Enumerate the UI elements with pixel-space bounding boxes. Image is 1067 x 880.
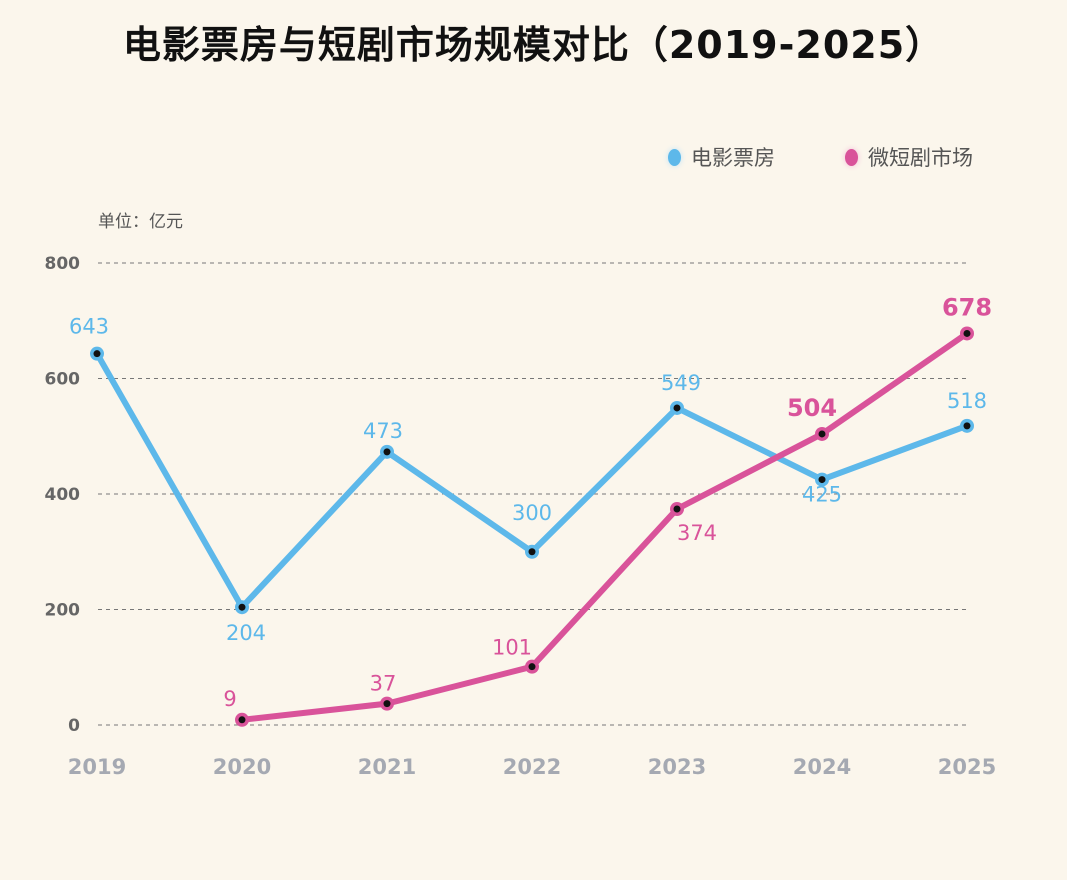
legend-item-shortdrama: 微短剧市场 xyxy=(845,142,973,172)
data-point xyxy=(818,430,826,438)
legend-marker-icon xyxy=(668,148,681,166)
series-line xyxy=(94,350,970,611)
y-tick-label: 800 xyxy=(45,254,81,274)
data-label: 518 xyxy=(947,389,987,413)
data-label: 204 xyxy=(226,621,266,645)
unit-label: 单位：亿元 xyxy=(98,212,183,232)
data-point xyxy=(963,422,971,430)
data-label: 678 xyxy=(942,293,992,321)
data-label: 643 xyxy=(69,315,109,339)
x-tick-label: 2022 xyxy=(503,755,561,779)
legend-label: 电影票房 xyxy=(691,146,775,170)
legend-marker-icon xyxy=(845,148,858,166)
x-tick-label: 2023 xyxy=(648,755,706,779)
x-tick-label: 2024 xyxy=(793,755,851,779)
y-tick-label: 0 xyxy=(68,716,80,736)
series-line xyxy=(239,330,970,723)
data-point xyxy=(673,505,681,513)
x-tick-label: 2021 xyxy=(358,755,416,779)
y-tick-label: 400 xyxy=(45,485,81,505)
data-label: 549 xyxy=(661,371,701,395)
data-point xyxy=(818,476,826,484)
x-tick-label: 2020 xyxy=(213,755,271,779)
legend-label: 微短剧市场 xyxy=(868,146,973,170)
data-point xyxy=(383,448,391,456)
data-label: 300 xyxy=(512,501,552,525)
legend-item-movie: 电影票房 xyxy=(668,142,775,172)
data-label: 9 xyxy=(223,687,236,711)
data-point xyxy=(238,716,246,724)
data-point xyxy=(238,603,246,611)
data-point xyxy=(93,350,101,358)
data-label: 425 xyxy=(802,483,842,507)
data-label: 37 xyxy=(370,672,397,696)
data-point xyxy=(528,663,536,671)
data-label: 473 xyxy=(363,419,403,443)
data-label: 374 xyxy=(677,521,717,545)
y-tick-label: 600 xyxy=(45,370,81,390)
data-label: 504 xyxy=(787,394,837,422)
x-tick-label: 2025 xyxy=(938,755,996,779)
data-point xyxy=(673,404,681,412)
data-label: 101 xyxy=(492,636,532,660)
data-point xyxy=(528,548,536,556)
chart-title: 电影票房与短剧市场规模对比（2019-2025） xyxy=(122,23,945,67)
y-tick-label: 200 xyxy=(45,601,81,621)
x-tick-label: 2019 xyxy=(68,755,126,779)
data-point xyxy=(383,700,391,708)
data-point xyxy=(963,329,971,337)
